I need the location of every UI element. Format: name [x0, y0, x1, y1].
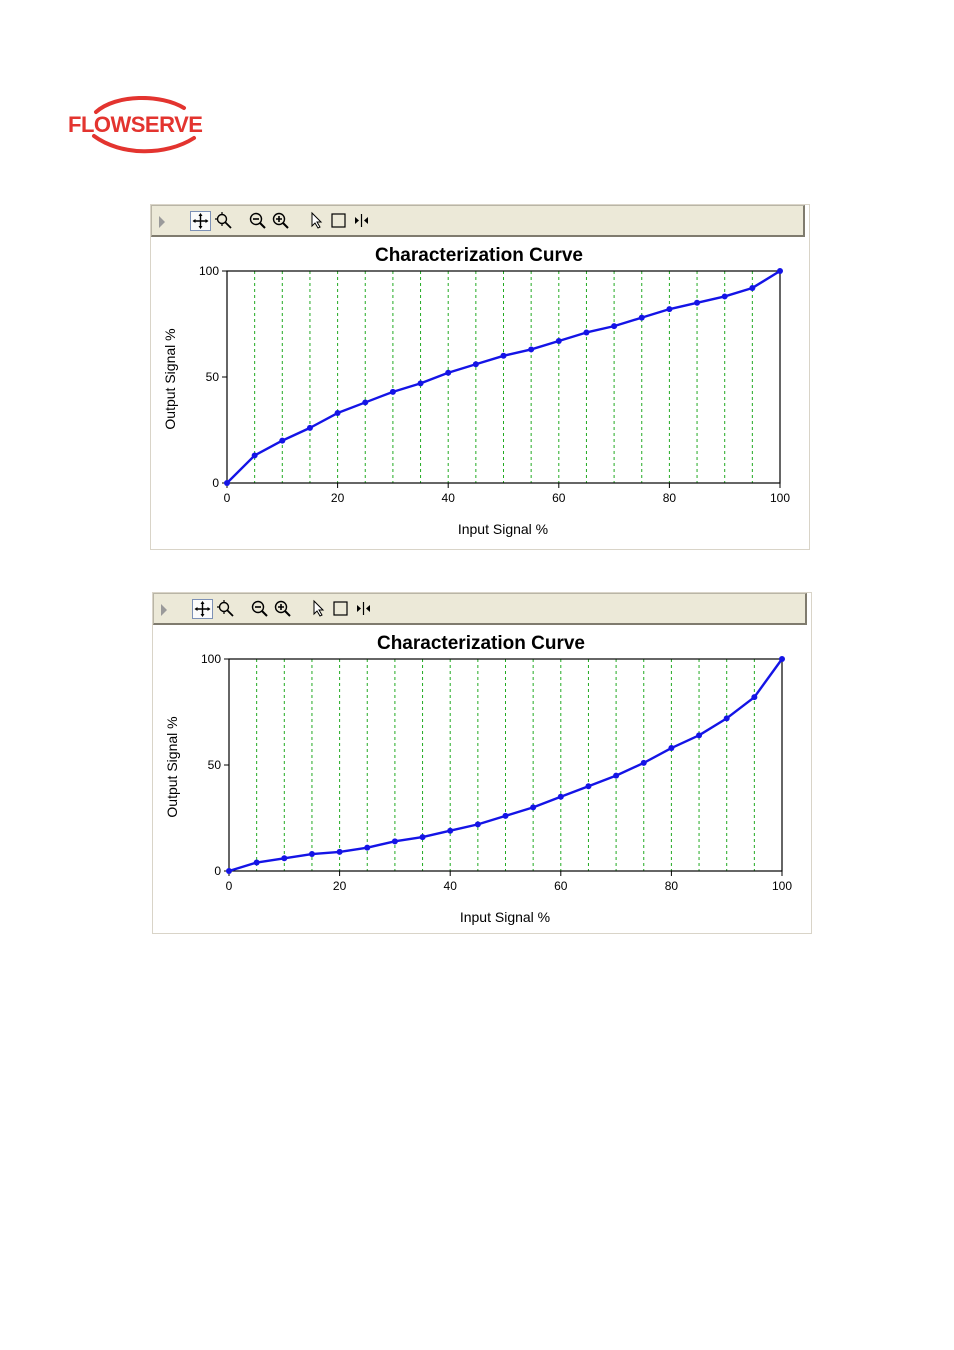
data-point	[281, 855, 288, 862]
pan-icon[interactable]	[192, 599, 213, 619]
data-point	[528, 346, 535, 353]
data-point	[557, 793, 564, 800]
x-tick-label: 100	[772, 879, 792, 893]
data-point	[253, 859, 260, 866]
chart-toolbar	[151, 205, 805, 237]
data-point	[611, 323, 618, 330]
data-point	[391, 838, 398, 845]
chart-title: Characterization Curve	[375, 245, 583, 266]
data-point	[224, 480, 230, 486]
data-point	[696, 732, 703, 739]
x-tick-label: 0	[226, 879, 233, 893]
pan-icon[interactable]	[190, 211, 211, 231]
data-point	[417, 380, 424, 387]
y-tick-label: 0	[212, 476, 219, 490]
data-point	[749, 284, 756, 291]
data-point	[777, 268, 783, 274]
data-point	[226, 868, 232, 874]
data-point	[555, 337, 562, 344]
expand-arrow-icon[interactable]	[160, 603, 168, 621]
x-tick-label: 80	[663, 491, 677, 505]
y-tick-label: 0	[214, 864, 221, 878]
pointer-icon[interactable]	[307, 211, 328, 231]
y-tick-label: 50	[206, 370, 220, 384]
chart-panel-1: Characterization Curve 0 20 40 60 80 100 0 50 10…	[150, 204, 810, 550]
data-point	[502, 812, 509, 819]
y-axis-label: Output Signal %	[162, 328, 178, 429]
y-tick-label: 50	[208, 758, 222, 772]
data-point	[362, 399, 369, 406]
data-point	[666, 306, 673, 313]
pointer-icon[interactable]	[309, 599, 330, 619]
x-tick-label: 0	[224, 491, 231, 505]
data-point	[251, 452, 258, 459]
svg-text:FLOWSERVE: FLOWSERVE	[68, 112, 202, 137]
data-point	[472, 361, 479, 368]
x-tick-label: 20	[331, 491, 345, 505]
data-point	[694, 299, 701, 306]
flowserve-logo: FLOWSERVE	[66, 96, 216, 158]
data-point	[389, 388, 396, 395]
data-point	[721, 293, 728, 300]
zoom-area-icon[interactable]	[216, 599, 237, 619]
data-point	[779, 656, 785, 662]
data-point	[447, 827, 454, 834]
data-point	[445, 369, 452, 376]
x-tick-label: 100	[770, 491, 790, 505]
x-tick-label: 60	[554, 879, 568, 893]
data-point	[306, 424, 313, 431]
data-point	[668, 745, 675, 752]
data-point	[279, 437, 286, 444]
data-point	[640, 759, 647, 766]
zoom-area-icon[interactable]	[214, 211, 235, 231]
x-tick-label: 80	[665, 879, 679, 893]
data-point	[334, 410, 341, 417]
data-point	[364, 844, 371, 851]
data-point	[723, 715, 730, 722]
x-tick-label: 40	[442, 491, 456, 505]
x-axis-label: Input Signal %	[460, 909, 550, 925]
zoom-in-icon[interactable]	[271, 211, 292, 231]
cursor-split-icon[interactable]	[354, 599, 375, 619]
data-point	[500, 352, 507, 359]
chart-plot-1: Characterization Curve 0 20 40 60 80 100 0 50 10…	[162, 245, 790, 537]
selection-box-icon[interactable]	[331, 599, 352, 619]
data-point	[585, 783, 592, 790]
cursor-split-icon[interactable]	[352, 211, 373, 231]
data-point	[419, 834, 426, 841]
chart-panel-2: Characterization Curve 0 20 40 60 80 100 0 50 10…	[152, 592, 812, 934]
data-point	[530, 804, 537, 811]
data-point	[336, 848, 343, 855]
selection-box-icon[interactable]	[329, 211, 350, 231]
chart-plot-2: Characterization Curve 0 20 40 60 80 100 0 50 10…	[164, 633, 792, 925]
data-point	[474, 821, 481, 828]
data-point	[583, 329, 590, 336]
y-tick-label: 100	[199, 264, 219, 278]
expand-arrow-icon[interactable]	[158, 215, 166, 233]
chart-title: Characterization Curve	[377, 633, 585, 654]
data-point	[751, 694, 758, 701]
chart-toolbar	[153, 593, 807, 625]
zoom-in-icon[interactable]	[273, 599, 294, 619]
y-tick-label: 100	[201, 652, 221, 666]
x-axis-label: Input Signal %	[458, 521, 548, 537]
x-tick-label: 60	[552, 491, 566, 505]
y-axis-label: Output Signal %	[164, 716, 180, 817]
zoom-out-icon[interactable]	[248, 211, 269, 231]
data-point	[638, 314, 645, 321]
x-tick-label: 40	[444, 879, 458, 893]
data-point	[613, 772, 620, 779]
data-point	[308, 851, 315, 858]
zoom-out-icon[interactable]	[250, 599, 271, 619]
x-tick-label: 20	[333, 879, 347, 893]
